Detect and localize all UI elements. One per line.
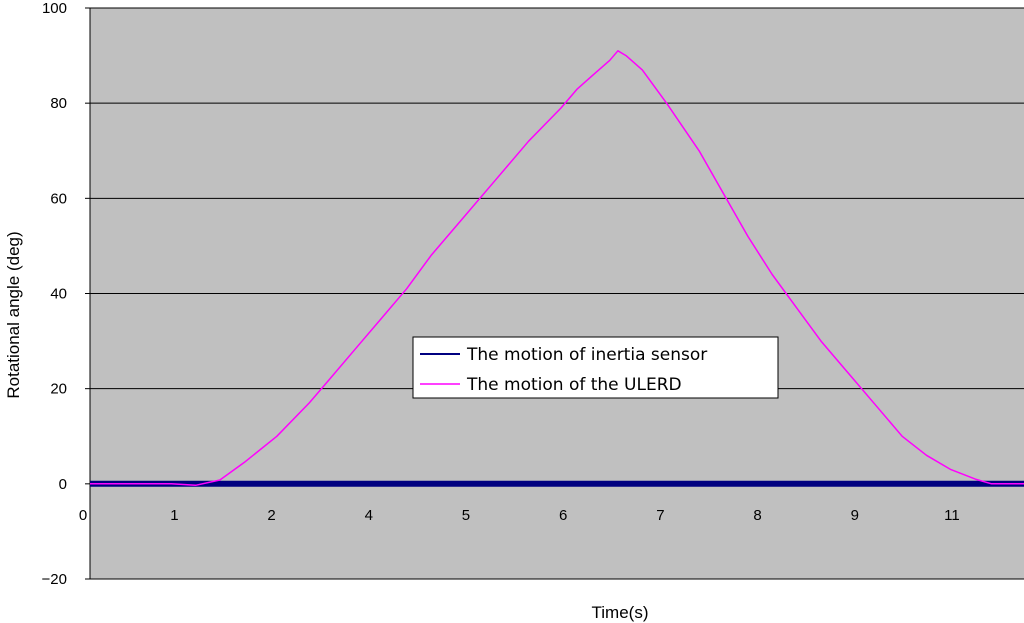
- legend-label-ulerd: The motion of the ULERD: [466, 375, 682, 395]
- y-axis: 100 80 60 40 20 0 −20: [42, 0, 91, 588]
- x-tick-label: 7: [656, 507, 664, 524]
- x-tick-label: 9: [851, 507, 859, 524]
- x-axis-title: Time(s): [592, 603, 649, 622]
- x-tick-label: 4: [365, 507, 373, 524]
- x-tick-label: 1: [170, 507, 178, 524]
- x-tick-label: 5: [462, 507, 470, 524]
- legend-box: [412, 336, 779, 399]
- y-tick-label: 40: [50, 286, 67, 303]
- x-tick-label: 6: [559, 507, 567, 524]
- x-tick-label: 0: [79, 507, 87, 524]
- y-tick-label: 100: [42, 0, 67, 17]
- x-tick-label: 11: [944, 507, 960, 524]
- x-tick-label: 8: [753, 507, 761, 524]
- y-tick-label: 0: [59, 476, 67, 493]
- series-line-ulerd: [90, 50, 1024, 487]
- y-tick-label: 20: [50, 381, 67, 398]
- legend: The motion of inertia sensor The motion …: [412, 336, 779, 399]
- legend-label-inertia-sensor: The motion of inertia sensor: [466, 345, 707, 365]
- y-tick-label: 80: [50, 95, 67, 112]
- x-tick-label: 2: [267, 507, 275, 524]
- y-axis-title: Rotational angle (deg): [4, 231, 23, 398]
- y-tick-label: −20: [42, 571, 67, 588]
- y-tick-label: 60: [50, 190, 67, 207]
- x-axis: 0 1 2 4 5 6 7 8 9 11: [79, 507, 960, 524]
- series-group: [90, 50, 1024, 487]
